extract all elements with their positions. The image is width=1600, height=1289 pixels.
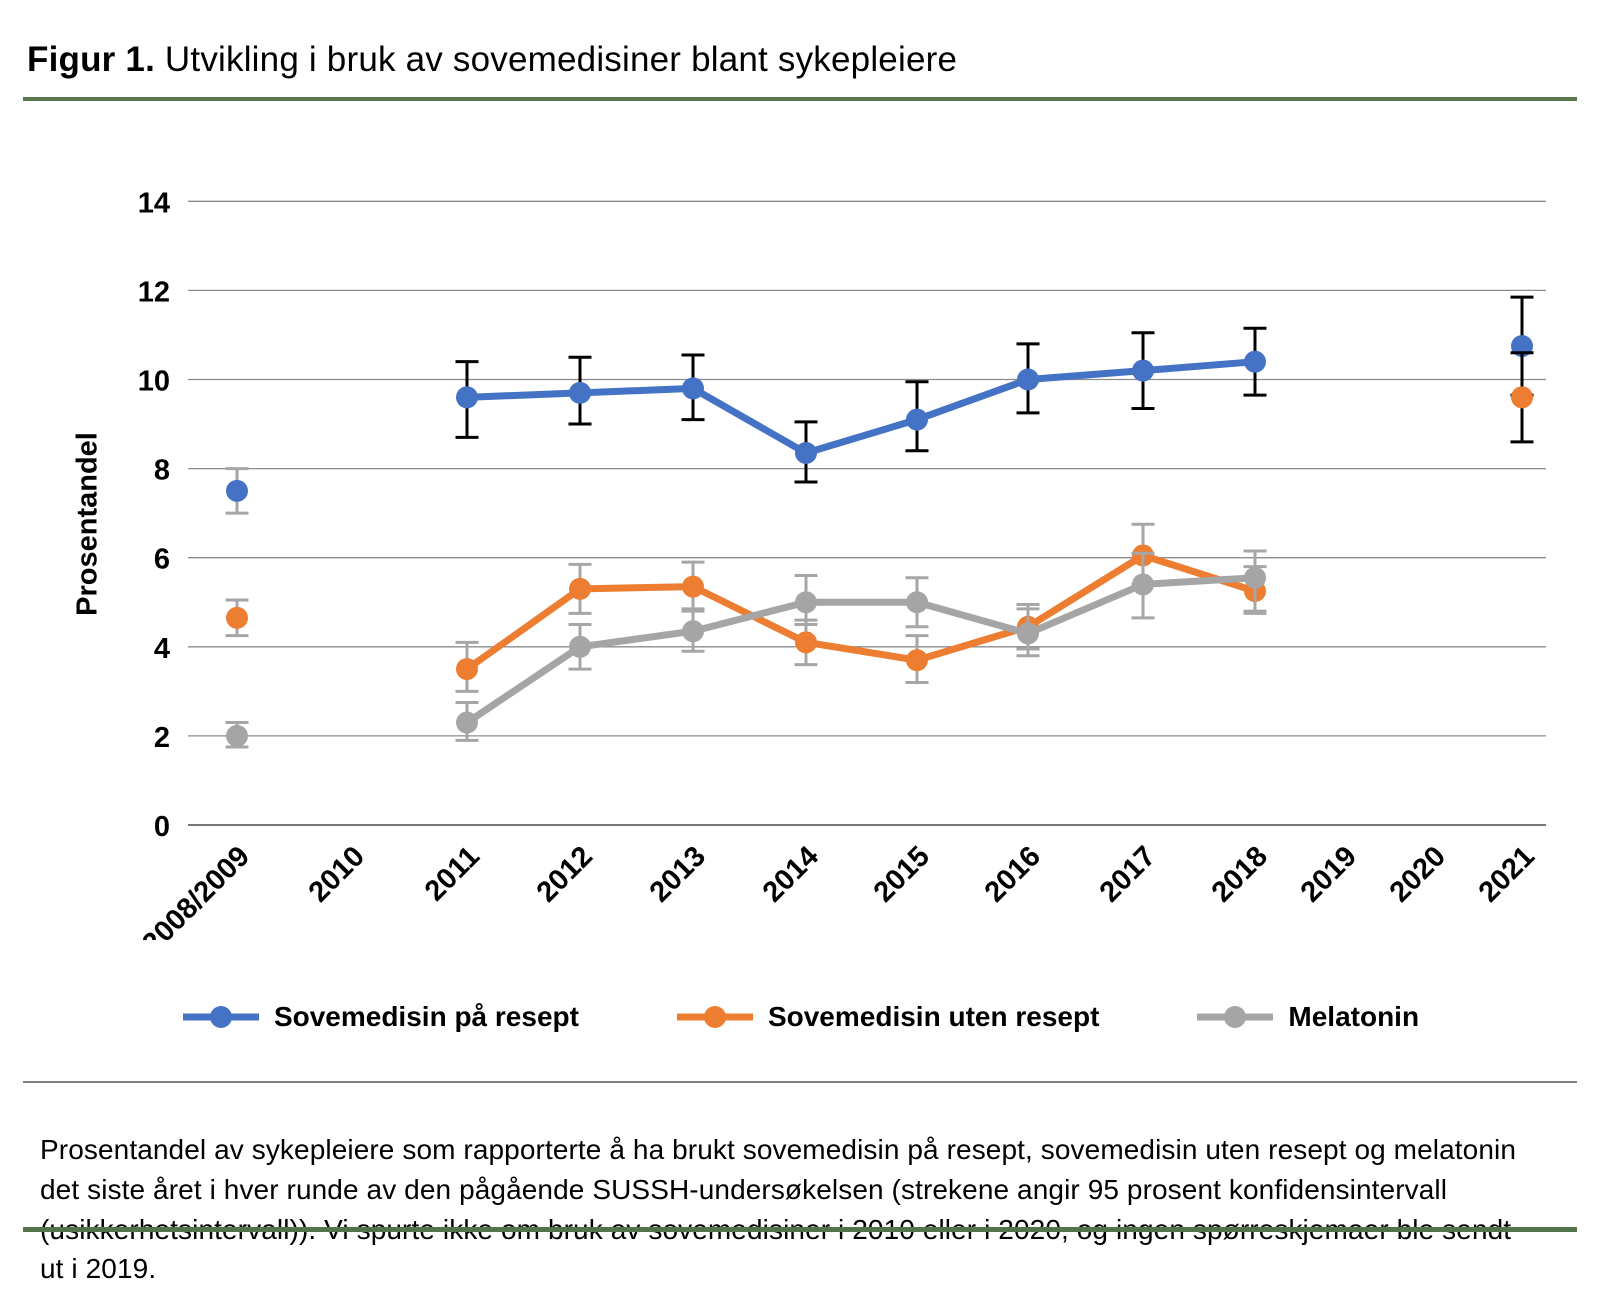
legend: Sovemedisin på resept Sovemedisin uten re…: [0, 990, 1600, 1044]
series-1: [225, 295, 1534, 515]
legend-label: Melatonin: [1288, 1001, 1420, 1032]
figure-caption: Prosentandel av sykepleiere som rapporte…: [40, 1134, 1516, 1285]
y-tick-label: 2: [154, 722, 170, 754]
data-point: [226, 606, 248, 629]
data-point: [456, 658, 478, 681]
x-tick-label: 2010: [303, 840, 371, 908]
series-3: [225, 549, 1267, 749]
x-tick-label: 2014: [757, 840, 825, 908]
top-divider: [23, 97, 1577, 101]
data-point: [795, 591, 817, 614]
x-tick-label: 2012: [531, 840, 599, 908]
y-tick-label: 0: [154, 811, 170, 843]
data-point: [569, 381, 591, 404]
data-point: [1017, 368, 1039, 391]
x-tick-label: 2013: [644, 840, 712, 908]
x-tick-label: 2019: [1295, 840, 1363, 908]
data-point: [1017, 622, 1039, 645]
legend-item-1: Sovemedisin på resept: [181, 1001, 579, 1033]
data-point: [456, 711, 478, 734]
bottom-divider: [23, 1227, 1577, 1232]
line-chart: 0 2 4 6 8 10 12 14 2008/2009 2010 2011 2012 2013 2014…: [136, 187, 1546, 940]
data-point: [456, 386, 478, 409]
y-tick-label: 4: [154, 633, 170, 665]
y-tick-label: 14: [138, 187, 170, 219]
series-line: [463, 551, 1259, 673]
x-tick-label: 2021: [1473, 840, 1541, 908]
legend-item-3: Melatonin: [1195, 1001, 1419, 1033]
figure-title-text: Utvikling i bruk av sovemedisiner blant …: [155, 40, 958, 79]
data-point: [569, 635, 591, 658]
data-point: [906, 408, 928, 431]
data-point: [1244, 566, 1266, 589]
data-point: [1511, 386, 1533, 409]
legend-label: Sovemedisin på resept: [273, 1001, 579, 1032]
x-tick-label: 2020: [1384, 840, 1452, 908]
series-line: [463, 358, 1259, 457]
legend-marker-icon: [676, 1006, 753, 1028]
legend-label: Sovemedisin uten resept: [767, 1001, 1100, 1032]
data-point: [1132, 359, 1154, 382]
data-point: [682, 377, 704, 400]
legend-item-2: Sovemedisin uten resept: [675, 1001, 1099, 1033]
x-tick-label: 2018: [1206, 840, 1274, 908]
data-point: [569, 577, 591, 600]
x-tick-label: 2017: [1094, 840, 1162, 908]
data-point: [906, 591, 928, 614]
x-tick-label: 2008/2009: [136, 840, 256, 940]
figure-title: Figur 1. Utvikling i bruk av sovemedisin…: [27, 40, 957, 80]
data-point: [1132, 573, 1154, 596]
y-tick-label: 12: [138, 276, 170, 308]
y-tick-label: 10: [138, 366, 170, 398]
caption-divider: [23, 1081, 1577, 1083]
data-point: [682, 620, 704, 643]
x-tick-label: 2011: [419, 840, 486, 907]
data-point: [226, 479, 248, 502]
figure-number: Figur 1.: [27, 40, 155, 79]
data-point: [795, 442, 817, 465]
y-axis-title: Prosentandel: [71, 432, 104, 616]
data-point: [795, 631, 817, 654]
x-tick-label: 2016: [979, 840, 1047, 908]
y-tick-label: 8: [154, 455, 170, 487]
legend-marker-icon: [1197, 1006, 1274, 1028]
series-2: [225, 351, 1534, 693]
y-tick-label: 6: [154, 544, 170, 576]
legend-marker-icon: [182, 1006, 259, 1028]
data-point: [682, 575, 704, 598]
data-point: [226, 724, 248, 747]
data-point: [1244, 350, 1266, 373]
series-line: [463, 574, 1259, 727]
x-tick-label: 2015: [868, 840, 936, 908]
data-point: [906, 649, 928, 672]
